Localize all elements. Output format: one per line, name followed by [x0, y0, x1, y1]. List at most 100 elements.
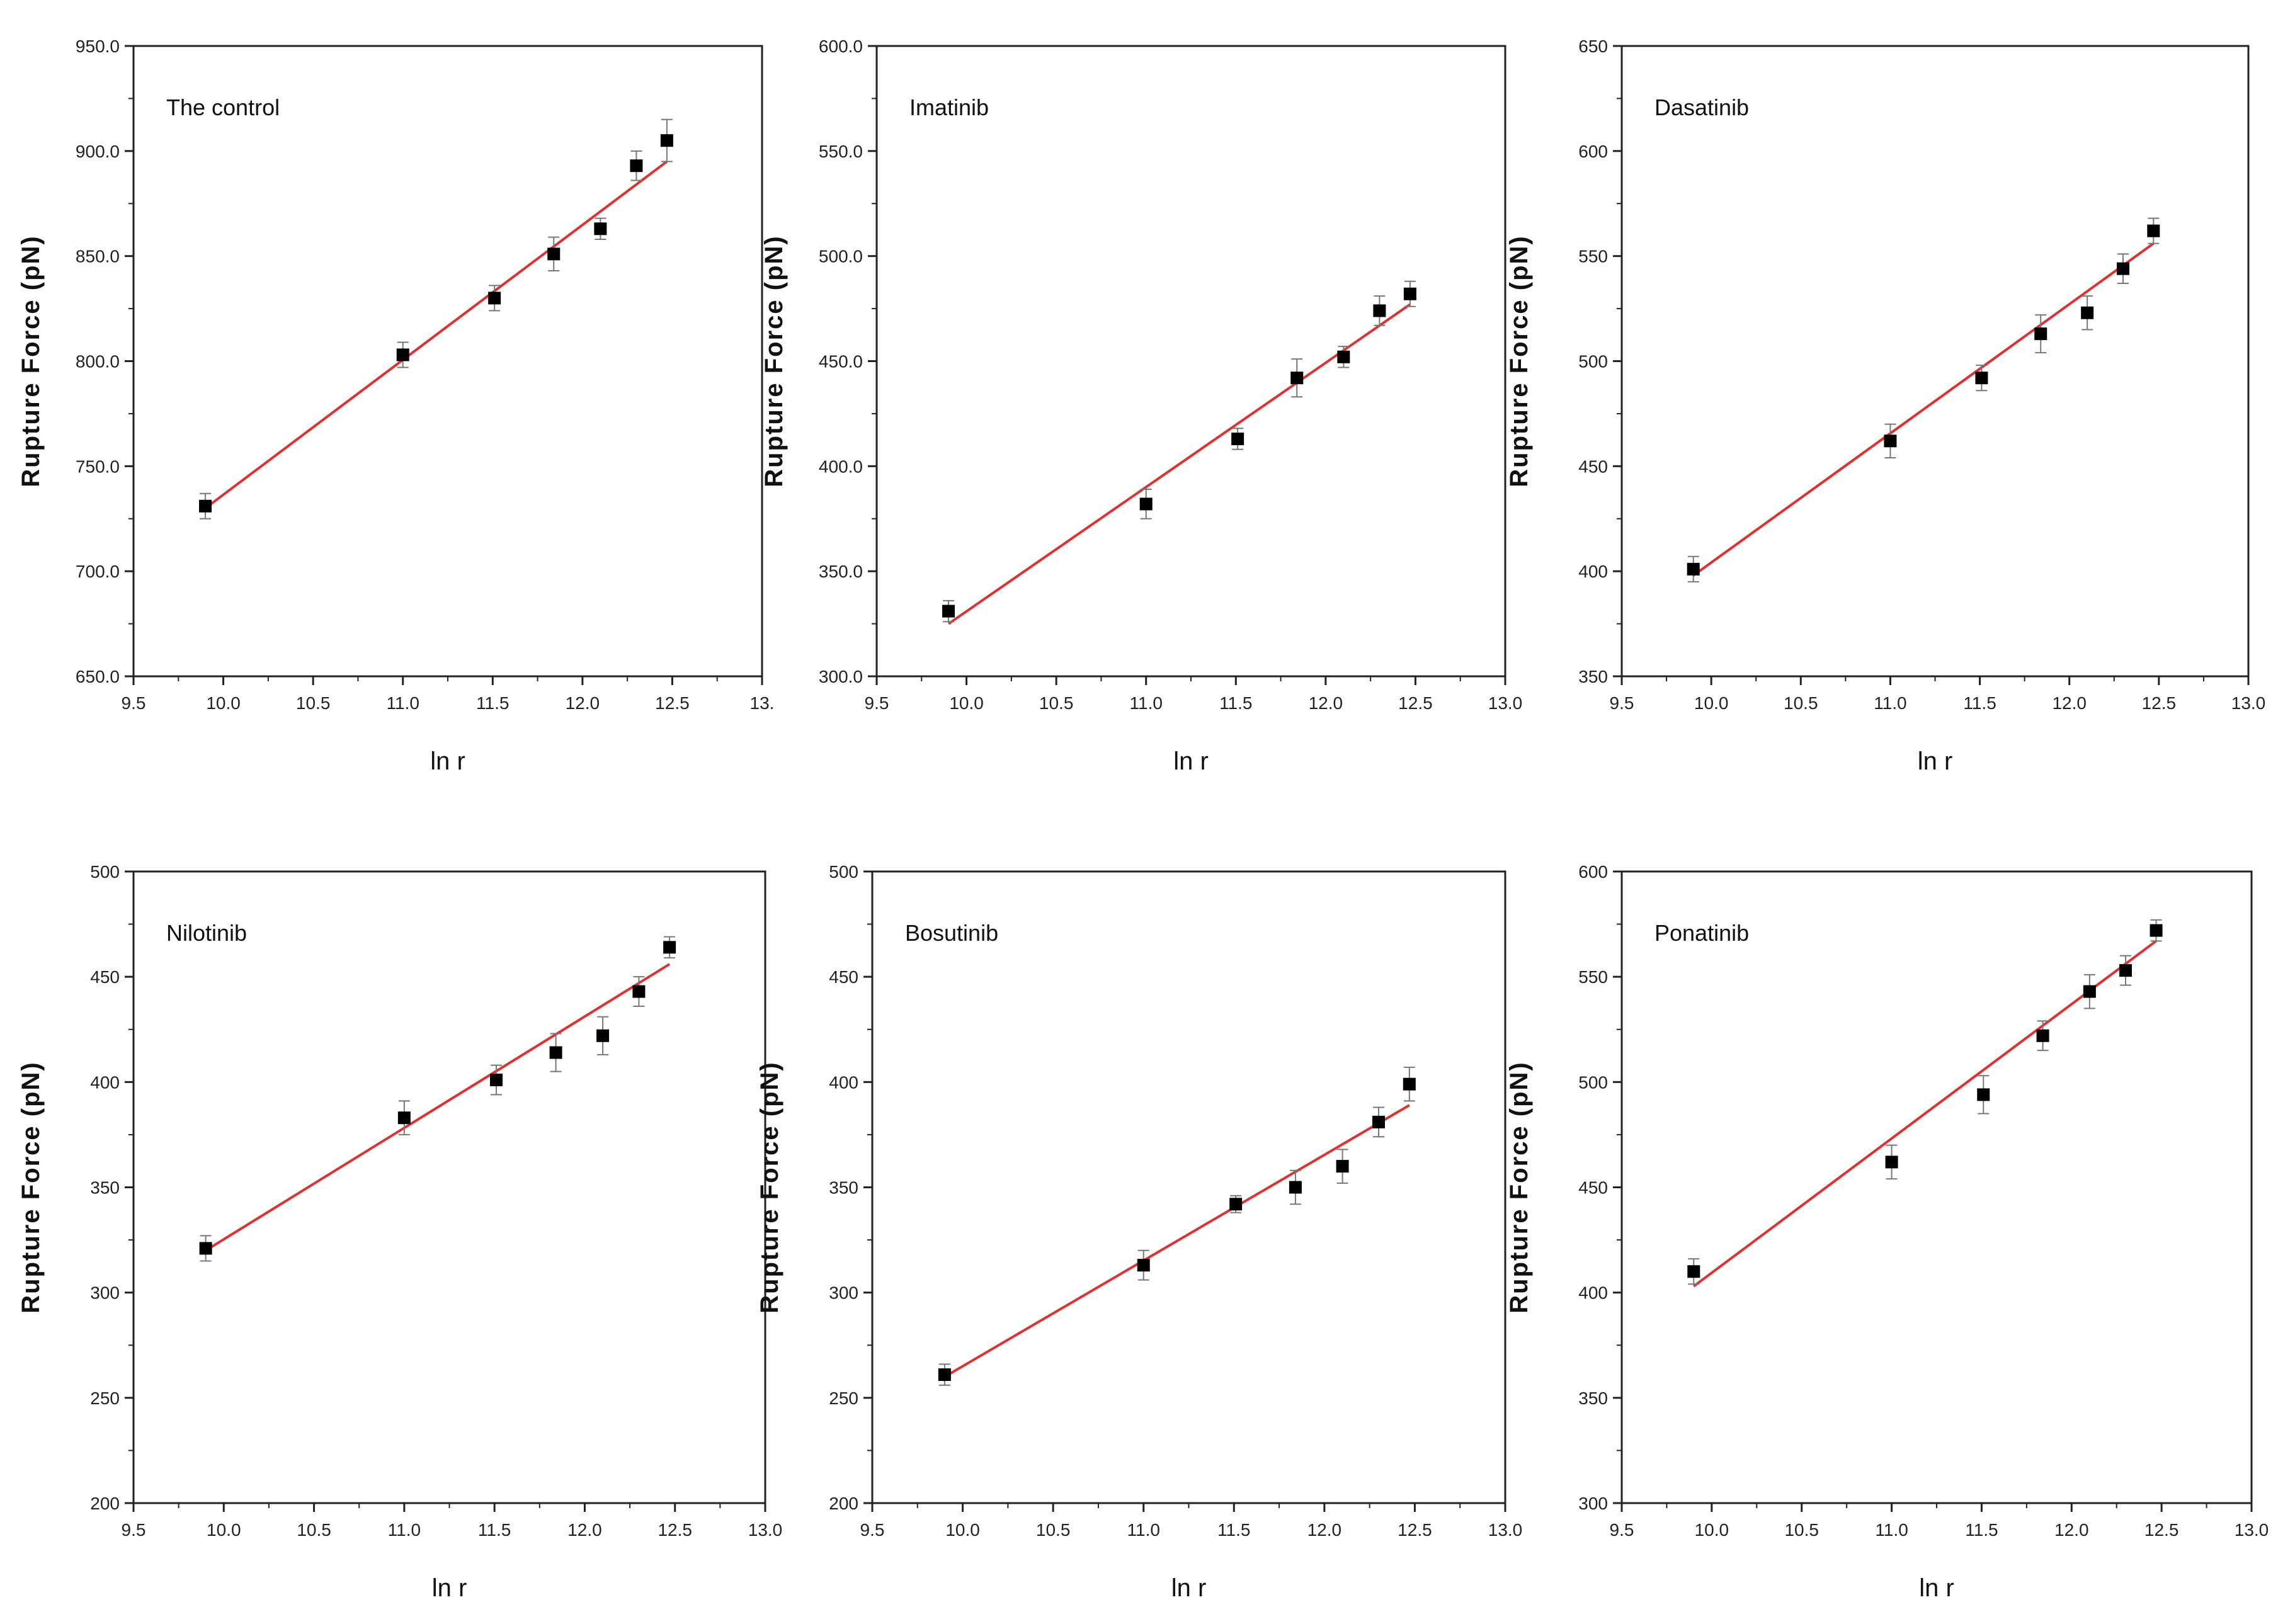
x-tick-label: 10.0 [945, 1520, 980, 1540]
y-tick-label: 250 [90, 1388, 120, 1408]
data-point [397, 1111, 411, 1125]
x-axis-title: ln r [1919, 1574, 1954, 1602]
data-point [2036, 1029, 2049, 1042]
x-axis-title: ln r [1918, 747, 1953, 775]
y-tick-label: 300 [829, 1283, 858, 1303]
panel-title: Dasatinib [1654, 94, 1749, 120]
y-tick-label: 550 [1578, 247, 1608, 266]
chart-panel-6: 9.5 10.0 10.5 11.0 11.5 12.0 12.5 13.0 300 350 400… [1505, 862, 2269, 1602]
fit-line [943, 1104, 1410, 1378]
y-axis-title: Rupture Force (pN) [1505, 235, 1533, 487]
y-tick-label: 400 [90, 1072, 120, 1092]
y-tick-label: 750.0 [76, 457, 120, 476]
x-tick-label: 10.5 [1784, 1520, 1819, 1540]
data-point [1231, 432, 1244, 445]
chart-panel-4: 9.5 10.0 10.5 11.0 11.5 12.0 12.5 13.0 200 250 300… [17, 862, 782, 1602]
data-point [2083, 985, 2096, 998]
x-tick-label: 11.0 [1127, 1520, 1160, 1540]
x-tick-label: 12.0 [1309, 693, 1343, 713]
x-tick-label: 9.5 [1610, 693, 1634, 713]
fit-line [1693, 940, 2157, 1288]
y-tick-label: 600.0 [819, 37, 863, 56]
plot-frame [132, 870, 766, 1504]
y-tick-label: 400 [1578, 562, 1608, 581]
x-tick-label: 11.5 [1963, 693, 1996, 713]
x-tick-label: 10.0 [1694, 693, 1729, 713]
fit-line [1692, 242, 2155, 577]
data-point [630, 159, 643, 173]
data-point [199, 1242, 212, 1255]
data-point [396, 348, 409, 361]
y-axis-title: Rupture Force (pN) [760, 235, 788, 487]
data-point [1977, 1088, 1990, 1101]
x-tick-label: 12.5 [1398, 1520, 1432, 1540]
plot-frame [1620, 870, 2253, 1504]
y-tick-label: 350 [1578, 1388, 1608, 1408]
y-tick-label: 250 [829, 1388, 858, 1408]
data-point [942, 605, 955, 618]
data-point [1372, 1115, 1385, 1128]
chart-panel-1: 9.5 10.0 10.5 11.0 11.5 12.0 12.5 13. 650.0 700.0… [17, 37, 774, 775]
y-tick-label: 300 [90, 1283, 120, 1303]
plot-frame [1620, 45, 2250, 678]
data-point [1884, 434, 1897, 448]
data-point [1289, 1181, 1302, 1194]
x-axis-title: ln r [1173, 747, 1209, 775]
y-tick-label: 650.0 [76, 667, 120, 686]
y-axis-title: Rupture Force (pN) [17, 1061, 45, 1313]
y-tick-label: 500 [1578, 1072, 1608, 1092]
x-tick-label: 10.5 [297, 1520, 331, 1540]
data-point [490, 1073, 503, 1086]
x-tick-label: 11.0 [1130, 693, 1163, 713]
y-tick-label: 450 [1578, 457, 1608, 476]
y-tick-label: 500 [1578, 352, 1608, 372]
x-tick-label: 10.5 [1784, 693, 1818, 713]
x-tick-label: 11.0 [387, 693, 419, 713]
data-point [2034, 327, 2047, 341]
y-tick-label: 400 [1578, 1283, 1608, 1303]
plot-frame [871, 870, 1506, 1504]
data-point [2150, 924, 2163, 937]
x-tick-label: 11.5 [478, 1520, 511, 1540]
data-point [1139, 497, 1153, 511]
y-tick-label: 450 [1578, 1178, 1608, 1198]
y-axis-title: Rupture Force (pN) [17, 235, 45, 487]
x-tick-label: 12.0 [2052, 693, 2087, 713]
fit-line [205, 963, 671, 1252]
x-tick-label: 12.5 [658, 1520, 692, 1540]
x-tick-label: 13. [750, 693, 775, 713]
x-tick-label: 12.5 [655, 693, 690, 713]
y-tick-label: 400.0 [819, 457, 863, 476]
y-tick-label: 550.0 [819, 142, 863, 161]
data-point [632, 985, 646, 998]
data-point [1403, 1077, 1416, 1091]
x-tick-label: 10.0 [1695, 1520, 1729, 1540]
data-point [596, 1029, 610, 1042]
data-point [1975, 372, 1988, 385]
data-point [2119, 964, 2132, 977]
data-point [488, 292, 501, 305]
data-point [1337, 350, 1350, 363]
x-tick-label: 13.0 [748, 1520, 783, 1540]
y-tick-label: 950.0 [76, 37, 120, 56]
y-tick-label: 300.0 [819, 667, 863, 686]
data-point [1373, 304, 1386, 317]
y-tick-label: 550 [1578, 967, 1608, 987]
data-point [663, 941, 676, 954]
x-axis-title: ln r [1171, 1574, 1207, 1602]
data-point [1403, 287, 1416, 300]
data-point [1229, 1198, 1243, 1211]
data-point [199, 499, 212, 513]
x-tick-label: 9.5 [1610, 1520, 1634, 1540]
y-axis-title: Rupture Force (pN) [1505, 1061, 1533, 1313]
x-tick-label: 12.5 [2142, 693, 2177, 713]
x-tick-label: 12.0 [2054, 1520, 2089, 1540]
x-tick-label: 11.5 [1219, 693, 1252, 713]
x-tick-label: 11.5 [1217, 1520, 1250, 1540]
x-tick-label: 12.0 [566, 693, 600, 713]
x-tick-label: 12.5 [2144, 1520, 2179, 1540]
y-tick-label: 700.0 [76, 562, 120, 581]
x-tick-label: 13.0 [1488, 1520, 1523, 1540]
x-tick-label: 13.0 [1488, 693, 1523, 713]
